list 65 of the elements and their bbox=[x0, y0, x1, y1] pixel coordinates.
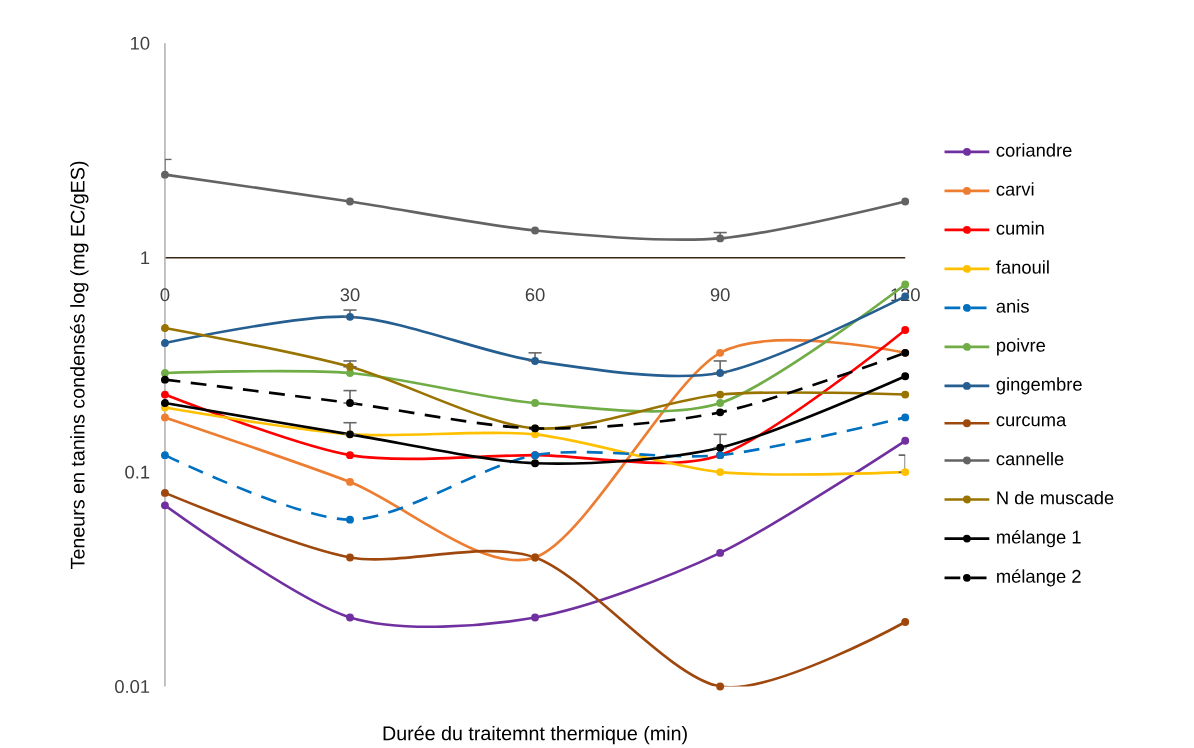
point bbox=[716, 682, 725, 691]
point bbox=[160, 339, 169, 348]
point bbox=[716, 349, 725, 357]
point bbox=[160, 413, 169, 422]
legend-label: mélange 1 bbox=[997, 530, 1081, 548]
x-tick-label: 60 bbox=[525, 288, 545, 302]
point bbox=[160, 375, 169, 384]
point bbox=[160, 501, 169, 510]
point bbox=[901, 326, 910, 335]
point bbox=[716, 399, 725, 408]
point bbox=[531, 459, 539, 468]
x-axis-title: Durée du traitemnt thermique (min) bbox=[383, 725, 687, 745]
point bbox=[160, 390, 169, 399]
legend-label: cannelle bbox=[996, 452, 1064, 466]
legend-label: coriandre bbox=[996, 143, 1072, 157]
legend-label: mélange 2 bbox=[997, 569, 1081, 587]
legend-label: fanouil bbox=[996, 260, 1049, 274]
point bbox=[716, 234, 725, 243]
legend-label: poivre bbox=[997, 338, 1046, 356]
point bbox=[901, 390, 910, 399]
point bbox=[901, 468, 910, 477]
point bbox=[716, 408, 725, 417]
y-axis-title: Teneurs en tanins condensés log (mg EC/gES) bbox=[69, 161, 89, 570]
y-tick-label: 1 bbox=[141, 251, 150, 265]
x-tick-label: 0 bbox=[160, 288, 170, 302]
legend-label: curcuma bbox=[996, 416, 1067, 427]
point bbox=[531, 226, 539, 235]
legend-label: N de muscade bbox=[997, 491, 1114, 505]
point bbox=[160, 451, 169, 460]
point bbox=[346, 553, 354, 562]
point bbox=[716, 443, 725, 452]
y-tick-label: 0.1 bbox=[125, 465, 150, 479]
point bbox=[901, 413, 910, 422]
legend-label: cumin bbox=[996, 221, 1044, 235]
point bbox=[160, 489, 169, 497]
point bbox=[160, 170, 169, 179]
point bbox=[901, 436, 910, 445]
point bbox=[160, 369, 169, 378]
point bbox=[346, 613, 354, 622]
point bbox=[901, 618, 910, 627]
y-tick-label: 10 bbox=[131, 36, 150, 50]
point bbox=[346, 197, 354, 206]
point bbox=[716, 549, 725, 557]
legend-label: anis bbox=[996, 299, 1029, 313]
point bbox=[346, 478, 354, 486]
x-tick-label: 90 bbox=[710, 288, 730, 302]
point bbox=[531, 430, 539, 439]
point bbox=[716, 369, 725, 378]
point bbox=[346, 515, 354, 524]
point bbox=[901, 197, 910, 206]
x-tick-label: 30 bbox=[340, 288, 360, 302]
point bbox=[531, 399, 539, 408]
point bbox=[346, 369, 354, 378]
legend-label: carvi bbox=[996, 182, 1034, 196]
point bbox=[346, 451, 354, 460]
point bbox=[531, 357, 539, 366]
y-tick-label: 0.01 bbox=[115, 680, 150, 694]
point bbox=[531, 613, 539, 622]
point bbox=[160, 399, 169, 408]
point bbox=[346, 399, 354, 408]
legend-label: gingembre bbox=[996, 377, 1082, 395]
point bbox=[716, 390, 725, 399]
point bbox=[901, 372, 910, 381]
point bbox=[716, 468, 725, 477]
point bbox=[160, 324, 169, 333]
